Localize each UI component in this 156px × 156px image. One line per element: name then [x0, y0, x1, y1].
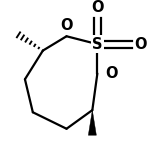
Polygon shape — [88, 110, 96, 135]
Text: S: S — [92, 37, 103, 52]
Text: O: O — [135, 37, 147, 52]
Text: O: O — [60, 18, 73, 33]
Text: O: O — [105, 66, 118, 81]
Text: O: O — [91, 0, 104, 15]
